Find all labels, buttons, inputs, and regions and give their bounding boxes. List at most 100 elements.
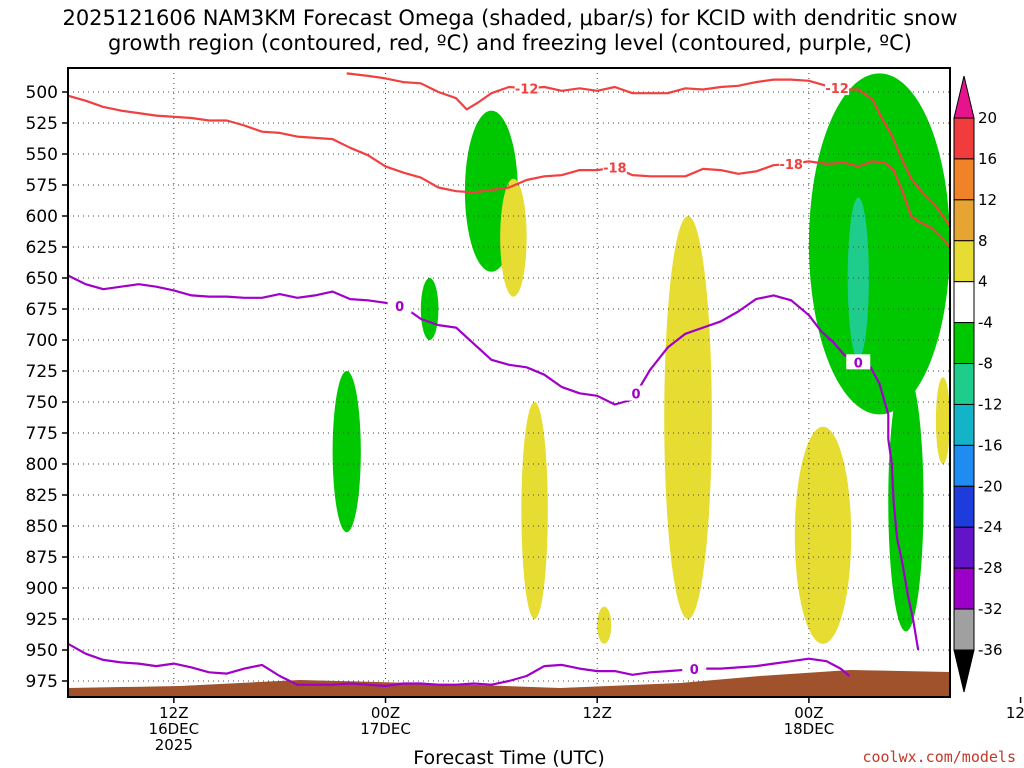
- colorbar-bin-10: [953, 526, 975, 569]
- x-tick-label-24-2: 17DEC: [360, 720, 411, 738]
- colorbar-label-7: -12: [978, 395, 1003, 413]
- omega-region-10: [597, 606, 612, 644]
- y-tick-label-775: 775: [26, 424, 58, 444]
- contour-label-3: -12: [825, 82, 849, 97]
- colorbar-label-0: 20: [978, 109, 997, 127]
- colorbar-bottom-arrow: [953, 649, 975, 693]
- omega-region-8: [521, 402, 548, 619]
- ground-surface: [68, 670, 950, 697]
- omega-region-7: [664, 216, 712, 619]
- gridlines: [68, 68, 950, 697]
- y-tick-label-625: 625: [26, 238, 58, 258]
- contour-label-6: 0: [854, 356, 863, 371]
- colorbar-bin-4: [953, 281, 975, 324]
- y-tick-label-500: 500: [26, 83, 58, 103]
- colorbar-bin-2: [953, 199, 975, 242]
- y-tick-label-675: 675: [26, 300, 58, 320]
- y-tick-label-525: 525: [26, 114, 58, 134]
- y-axis: 500 525 550 575 600 625 650 675 700 725 750 775 800 8…: [26, 83, 68, 692]
- contour-label-bg-7: [682, 661, 707, 677]
- contour-label-bg-1: [779, 155, 804, 171]
- colorbar-bin-7: [953, 403, 975, 446]
- colorbar-bin-3: [953, 240, 975, 283]
- colorbar: 20 16 12 8 4 -4 -8 -12 -16 -20 -24 -28 -32 -36: [953, 75, 1003, 693]
- y-tick-label-875: 875: [26, 548, 58, 568]
- colorbar-label-4: 4: [978, 273, 988, 291]
- x-tick-label-60-1: 12Z: [1006, 704, 1024, 722]
- colorbar-bin-8: [953, 444, 975, 487]
- colorbar-bin-1: [953, 158, 975, 201]
- x-tick-label-12-1: 12Z: [159, 704, 188, 722]
- y-tick-label-600: 600: [26, 207, 58, 227]
- colorbar-bin-6: [953, 363, 975, 405]
- colorbar-label-5: -4: [978, 314, 993, 332]
- colorbar-label-13: -36: [978, 641, 1003, 659]
- colorbar-label-12: -32: [978, 600, 1003, 618]
- contour-line-2: [68, 274, 920, 651]
- y-tick-label-800: 800: [26, 455, 58, 475]
- omega-region-6: [500, 178, 527, 297]
- x-tick-label-36-1: 12Z: [583, 704, 612, 722]
- y-tick-label-725: 725: [26, 362, 58, 382]
- contour-label-bg-4: [387, 297, 412, 313]
- x-tick-label-24-1: 00Z: [371, 704, 400, 722]
- terrain-ground: [68, 670, 950, 697]
- contour-label-bg-3: [825, 80, 850, 96]
- contour-lines: [68, 72, 950, 688]
- contour-label-bg-5: [624, 385, 649, 401]
- x-tick-label-12-3: 2025: [155, 736, 193, 754]
- y-tick-label-550: 550: [26, 145, 58, 165]
- colorbar-label-9: -20: [978, 477, 1003, 495]
- contour-label-2: -12: [515, 82, 539, 97]
- contour-label-0: -18: [603, 162, 627, 177]
- colorbar-bin-12: [953, 608, 975, 651]
- chart-title-line1: 2025121606 NAM3KM Forecast Omega (shaded…: [62, 6, 957, 30]
- x-tick-label-12-2: 16DEC: [149, 720, 200, 738]
- colorbar-label-6: -8: [978, 355, 993, 373]
- y-tick-label-700: 700: [26, 331, 58, 351]
- omega-region-11: [935, 377, 950, 464]
- y-tick-label-900: 900: [26, 579, 58, 599]
- colorbar-label-2: 12: [978, 191, 997, 209]
- y-tick-label-950: 950: [26, 641, 58, 661]
- colorbar-bin-0: [953, 117, 975, 160]
- colorbar-label-1: 16: [978, 150, 997, 168]
- y-tick-label-575: 575: [26, 176, 58, 196]
- colorbar-label-10: -24: [978, 518, 1003, 536]
- plot-frame: [67, 67, 951, 698]
- contour-line-0: [68, 94, 950, 248]
- contour-line-1: [346, 72, 950, 227]
- omega-region-4: [888, 371, 924, 632]
- omega-region-9: [794, 426, 852, 644]
- omega-region-3: [808, 73, 950, 415]
- colorbar-bin-5: [953, 322, 975, 365]
- contour-label-7: 0: [690, 663, 699, 678]
- contour-label-bg-6: [846, 354, 871, 370]
- contour-label-1: -18: [779, 158, 803, 173]
- contour-line-3: [68, 642, 851, 688]
- colorbar-bin-9: [953, 485, 975, 528]
- x-axis: 12Z16DEC202500Z17DEC12Z00Z18DEC12Z: [149, 697, 1024, 754]
- contour-label-4: 0: [395, 300, 404, 315]
- x-tick-label-48-2: 18DEC: [784, 720, 835, 738]
- y-tick-label-650: 650: [26, 269, 58, 289]
- y-tick-label-750: 750: [26, 393, 58, 413]
- x-axis-label: Forecast Time (UTC): [413, 747, 604, 768]
- colorbar-label-8: -16: [978, 436, 1003, 454]
- colorbar-label-3: 8: [978, 232, 988, 250]
- colorbar-bin-11: [953, 567, 975, 610]
- x-tick-label-48-1: 00Z: [794, 704, 823, 722]
- y-tick-label-850: 850: [26, 517, 58, 537]
- omega-shaded-regions: [332, 73, 950, 644]
- contour-labels: -18 -18 -12 -12 0 0 0 0: [387, 80, 871, 678]
- colorbar-top-arrow: [953, 75, 975, 119]
- y-tick-label-975: 975: [26, 672, 58, 692]
- chart-title-line2: growth region (contoured, red, ºC) and f…: [108, 31, 912, 55]
- colorbar-label-11: -28: [978, 559, 1003, 577]
- y-tick-label-825: 825: [26, 486, 58, 506]
- contour-label-bg-2: [514, 80, 539, 96]
- contour-label-5: 0: [631, 388, 640, 403]
- contour-label-bg-0: [602, 159, 627, 175]
- y-tick-label-925: 925: [26, 610, 58, 630]
- credit-text: coolwx.com/models: [862, 748, 1016, 766]
